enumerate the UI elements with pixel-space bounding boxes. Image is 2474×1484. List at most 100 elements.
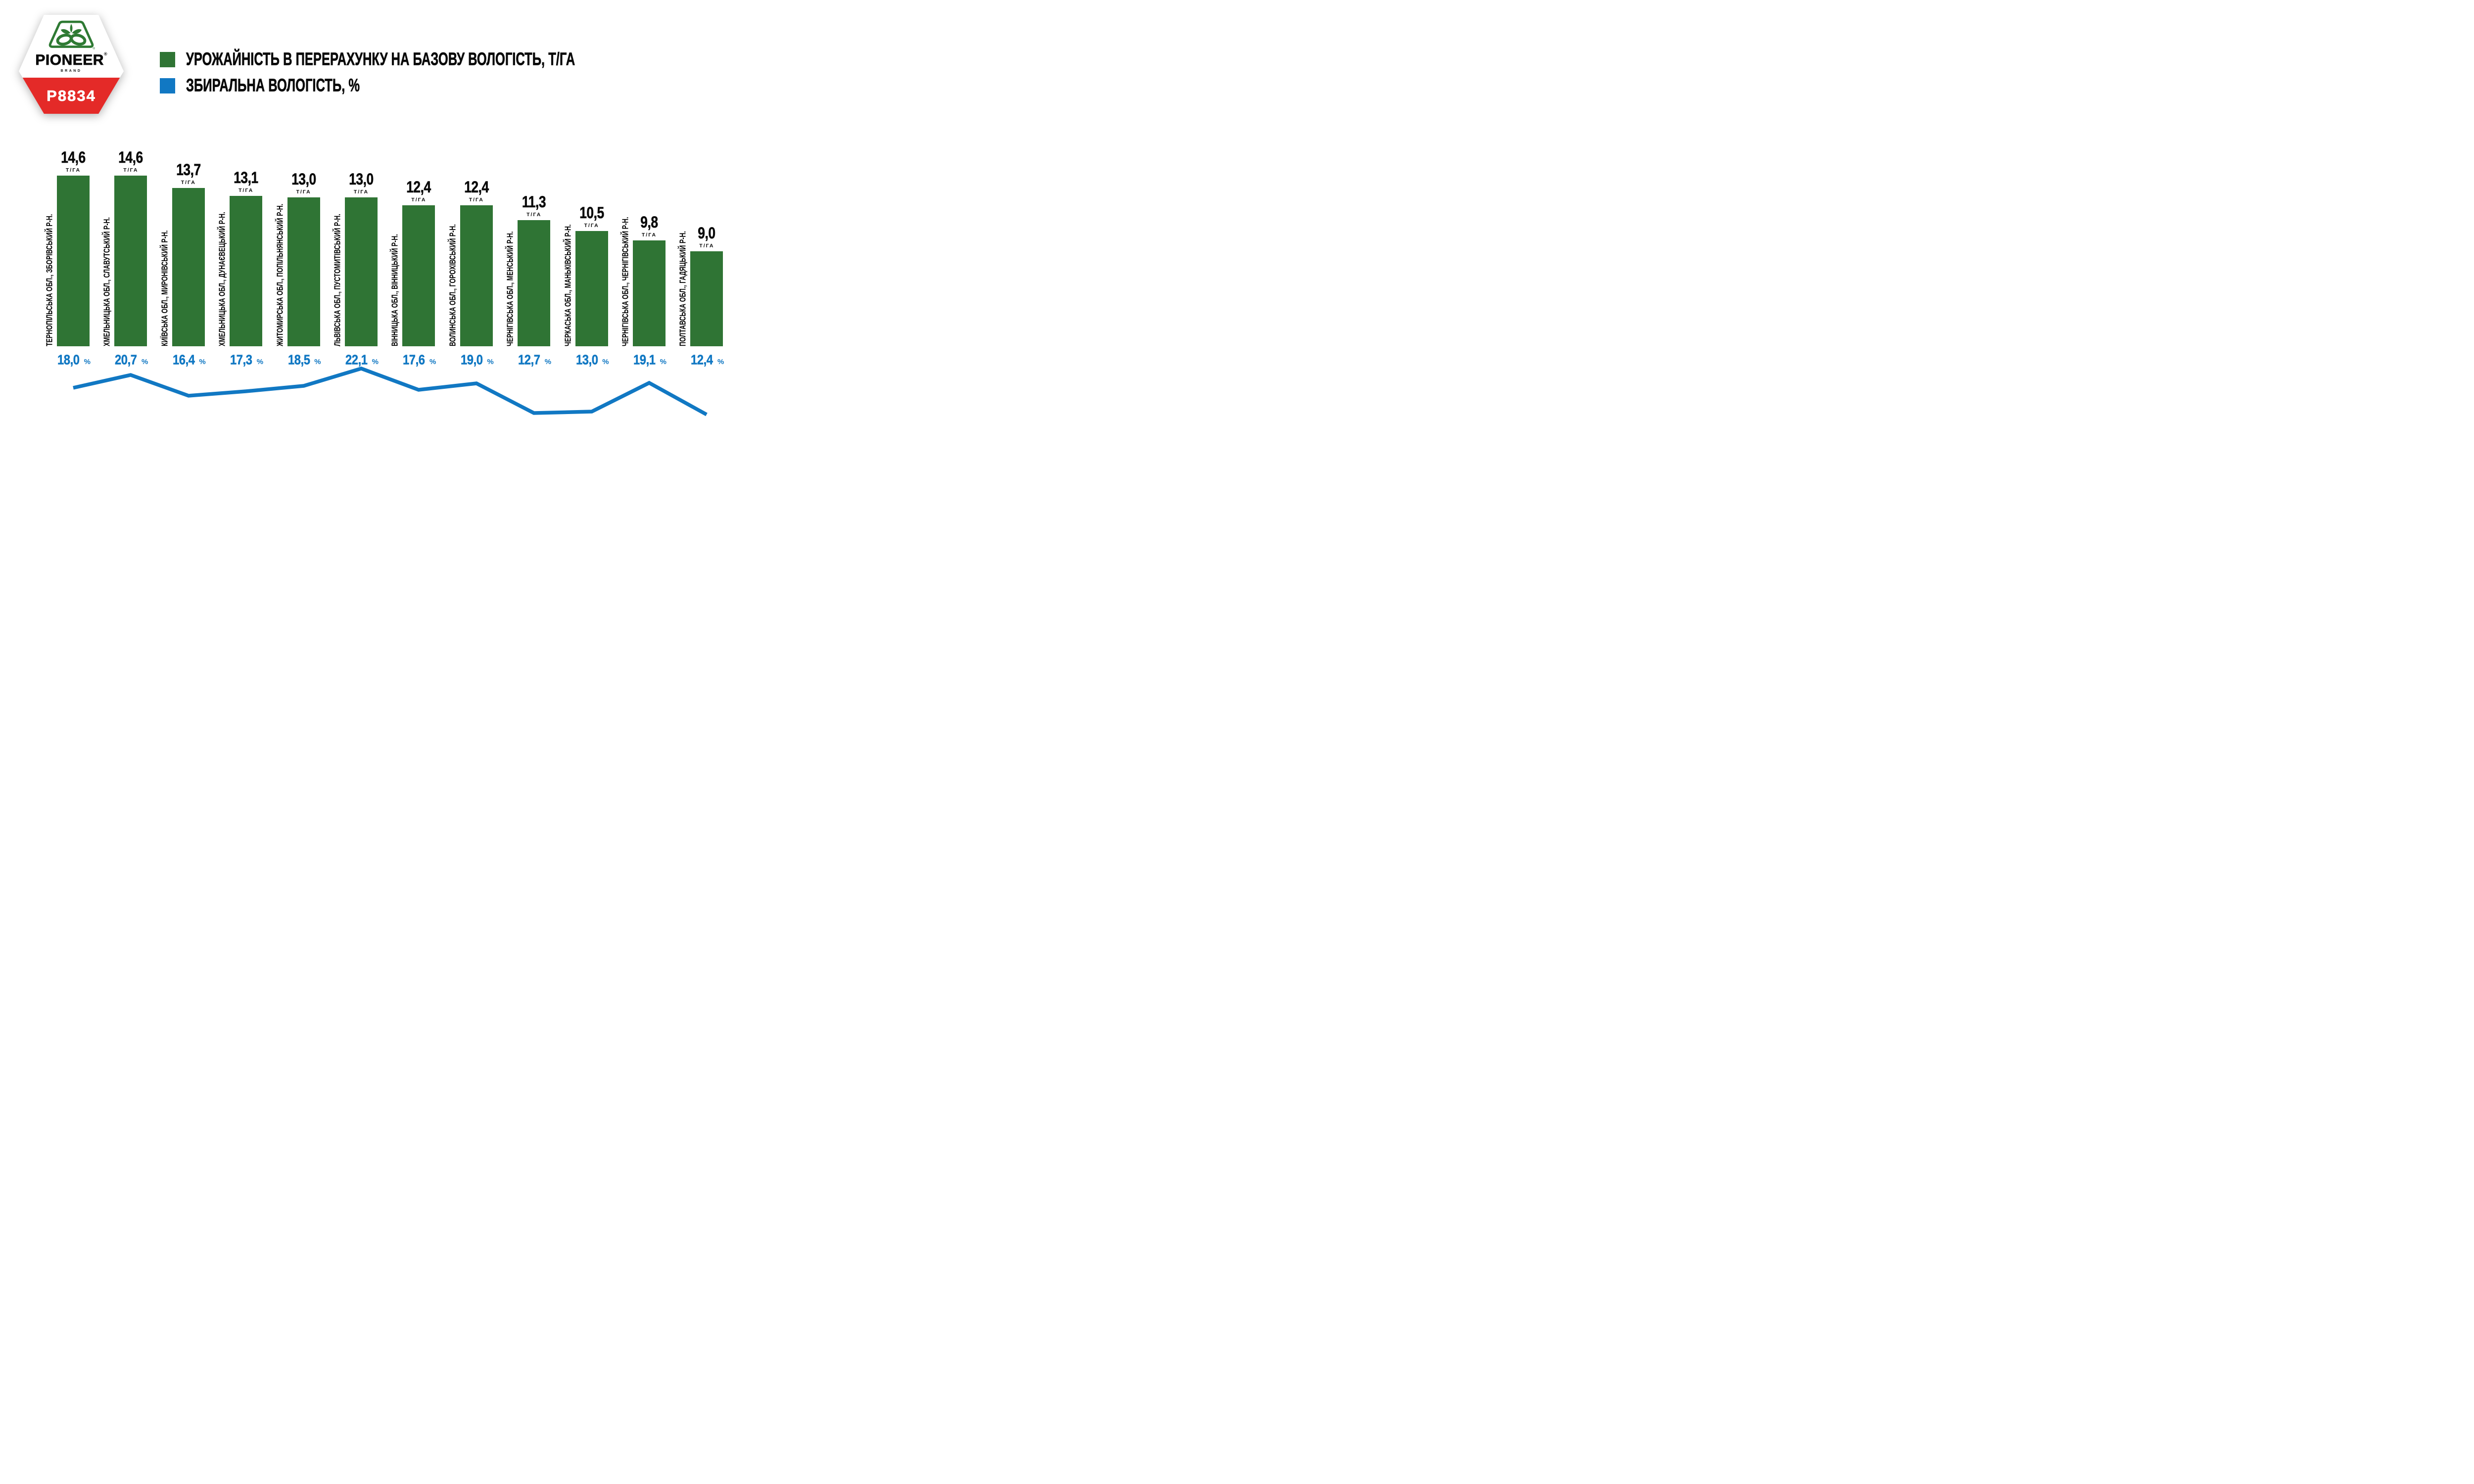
moisture-value: 12,7% <box>497 352 571 368</box>
moisture-number: 20,7 <box>115 352 137 368</box>
hybrid-name: P8834 <box>47 87 96 104</box>
yield-value: 9,8 Т/ГА <box>615 213 684 238</box>
region-label: ЧЕРНІГІВСЬКА ОБЛ., МЕНСЬКИЙ Р-Н. <box>506 231 515 346</box>
moisture-number: 17,6 <box>403 352 425 368</box>
yield-bar <box>57 176 90 346</box>
svg-text:®: ® <box>93 46 95 50</box>
bar-chart: ТЕРНОПІЛЬСЬКА ОБЛ., ЗБОРІВСЬКИЙ Р-Н. 14,… <box>0 0 762 428</box>
region-label: ХМЕЛЬНИЦЬКА ОБЛ., ДУНАЄВЕЦЬКИЙ Р-Н. <box>218 212 227 346</box>
legend: УРОЖАЙНІСТЬ В ПЕРЕРАХУНКУ НА БАЗОВУ ВОЛО… <box>160 49 705 102</box>
yield-unit: Т/ГА <box>411 197 427 203</box>
moisture-number: 18,5 <box>287 352 310 368</box>
yield-value: 13,0 Т/ГА <box>327 170 396 195</box>
yield-unit: Т/ГА <box>584 223 599 229</box>
yield-bar <box>402 205 435 346</box>
brand-subtext: BRAND <box>60 69 82 73</box>
moisture-number: 12,4 <box>691 352 713 368</box>
moisture-unit: % <box>717 358 724 366</box>
yield-bar <box>345 197 378 346</box>
pioneer-badge: ® PIONEER ® BRAND P8834 <box>19 15 124 114</box>
moisture-unit: % <box>142 358 148 366</box>
moisture-number: 17,3 <box>230 352 252 368</box>
yield-value: 12,4 Т/ГА <box>384 178 453 203</box>
yield-bar <box>690 251 723 346</box>
moisture-unit: % <box>314 358 321 366</box>
yield-number: 14,6 <box>61 148 86 167</box>
hybrid-name-band: P8834 <box>19 78 124 114</box>
moisture-value: 19,1% <box>612 352 686 368</box>
moisture-number: 22,1 <box>345 352 368 368</box>
moisture-number: 19,0 <box>460 352 483 368</box>
yield-value: 13,1 Т/ГА <box>211 168 281 193</box>
yield-value: 9,0 Т/ГА <box>672 224 741 249</box>
yield-bar <box>460 205 493 346</box>
moisture-value: 17,3% <box>209 352 283 368</box>
moisture-number: 16,4 <box>172 352 195 368</box>
moisture-unit: % <box>372 358 379 366</box>
region-label: ТЕРНОПІЛЬСЬКА ОБЛ., ЗБОРІВСЬКИЙ Р-Н. <box>45 214 54 346</box>
moisture-value: 18,5% <box>267 352 341 368</box>
moisture-value: 20,7% <box>94 352 168 368</box>
moisture-number: 18,0 <box>57 352 80 368</box>
moisture-value: 19,0% <box>439 352 514 368</box>
yield-unit: Т/ГА <box>296 189 311 195</box>
pioneer-logo-icon: ® <box>48 20 95 50</box>
yield-bar <box>575 231 608 346</box>
moisture-unit: % <box>660 358 666 366</box>
yield-bar <box>287 197 320 346</box>
registered-mark: ® <box>103 51 107 56</box>
moisture-unit: % <box>487 358 494 366</box>
moisture-unit: % <box>429 358 436 366</box>
yield-unit: Т/ГА <box>353 189 369 195</box>
moisture-unit: % <box>84 358 91 366</box>
legend-yield-label: УРОЖАЙНІСТЬ В ПЕРЕРАХУНКУ НА БАЗОВУ ВОЛО… <box>186 49 575 70</box>
moisture-number: 12,7 <box>518 352 540 368</box>
moisture-unit: % <box>256 358 264 366</box>
yield-number: 14,6 <box>118 148 143 167</box>
yield-bar <box>518 220 551 346</box>
region-label: ЧЕРКАСЬКА ОБЛ., МАНЬКІВСЬКИЙ Р-Н. <box>563 224 573 346</box>
region-label: ВОЛИНСЬКА ОБЛ., ГОРОХІВСЬКИЙ Р-Н. <box>448 224 458 346</box>
yield-value: 11,3 Т/ГА <box>499 192 569 218</box>
legend-item-yield: УРОЖАЙНІСТЬ В ПЕРЕРАХУНКУ НА БАЗОВУ ВОЛО… <box>160 49 705 70</box>
region-label: КИЇВСЬКА ОБЛ., МИРОНІВСЬКИЙ Р-Н. <box>160 230 170 346</box>
yield-bar <box>114 176 147 346</box>
yield-number: 9,8 <box>640 213 658 232</box>
yield-number: 9,0 <box>698 224 716 242</box>
yield-number: 10,5 <box>579 203 605 222</box>
moisture-value: 13,0% <box>555 352 629 368</box>
moisture-number: 13,0 <box>575 352 598 368</box>
region-label: ЖИТОМИРСЬКА ОБЛ., ПОПІЛЬНЯНСЬКИЙ Р-Н. <box>275 203 285 346</box>
moisture-value: 12,4% <box>669 352 744 368</box>
moisture-value: 17,6% <box>381 352 456 368</box>
yield-value: 13,0 Т/ГА <box>269 170 338 195</box>
yield-value: 13,7 Т/ГА <box>154 161 223 186</box>
yield-value: 10,5 Т/ГА <box>557 203 626 229</box>
yield-number: 12,4 <box>464 178 489 196</box>
yield-bar <box>230 196 263 346</box>
yield-number: 11,3 <box>522 192 546 211</box>
yield-unit: Т/ГА <box>526 212 542 218</box>
region-label: ЛЬВІВСЬКА ОБЛ., ПУСТОМИТІВСЬКИЙ Р-Н. <box>333 214 342 346</box>
yield-bar <box>172 188 205 346</box>
yield-value: 12,4 Т/ГА <box>442 178 511 203</box>
moisture-unit: % <box>199 358 206 366</box>
yield-unit: Т/ГА <box>469 197 484 203</box>
yield-unit: Т/ГА <box>238 187 254 193</box>
moisture-value: 22,1% <box>324 352 398 368</box>
moisture-number: 19,1 <box>633 352 656 368</box>
yield-number: 13,1 <box>234 168 259 187</box>
region-label: ВІННИЦЬКА ОБЛ., ВІННИЦЬКИЙ Р-Н. <box>390 234 400 346</box>
yield-unit: Т/ГА <box>699 243 714 249</box>
yield-unit: Т/ГА <box>181 180 196 186</box>
yield-number: 13,0 <box>291 170 317 188</box>
legend-moisture-label: ЗБИРАЛЬНА ВОЛОГІСТЬ, % <box>186 76 360 96</box>
pioneer-wordmark: PIONEER ® <box>35 51 107 68</box>
moisture-unit: % <box>544 358 552 366</box>
infographic-canvas: ® PIONEER ® BRAND P8834 УРОЖАЙНІСТЬ В ПЕ… <box>0 0 762 428</box>
moisture-unit: % <box>602 358 609 366</box>
moisture-polyline <box>73 367 708 417</box>
yield-number: 13,0 <box>349 170 374 188</box>
yield-bar <box>633 240 666 346</box>
yield-number: 12,4 <box>406 178 431 196</box>
